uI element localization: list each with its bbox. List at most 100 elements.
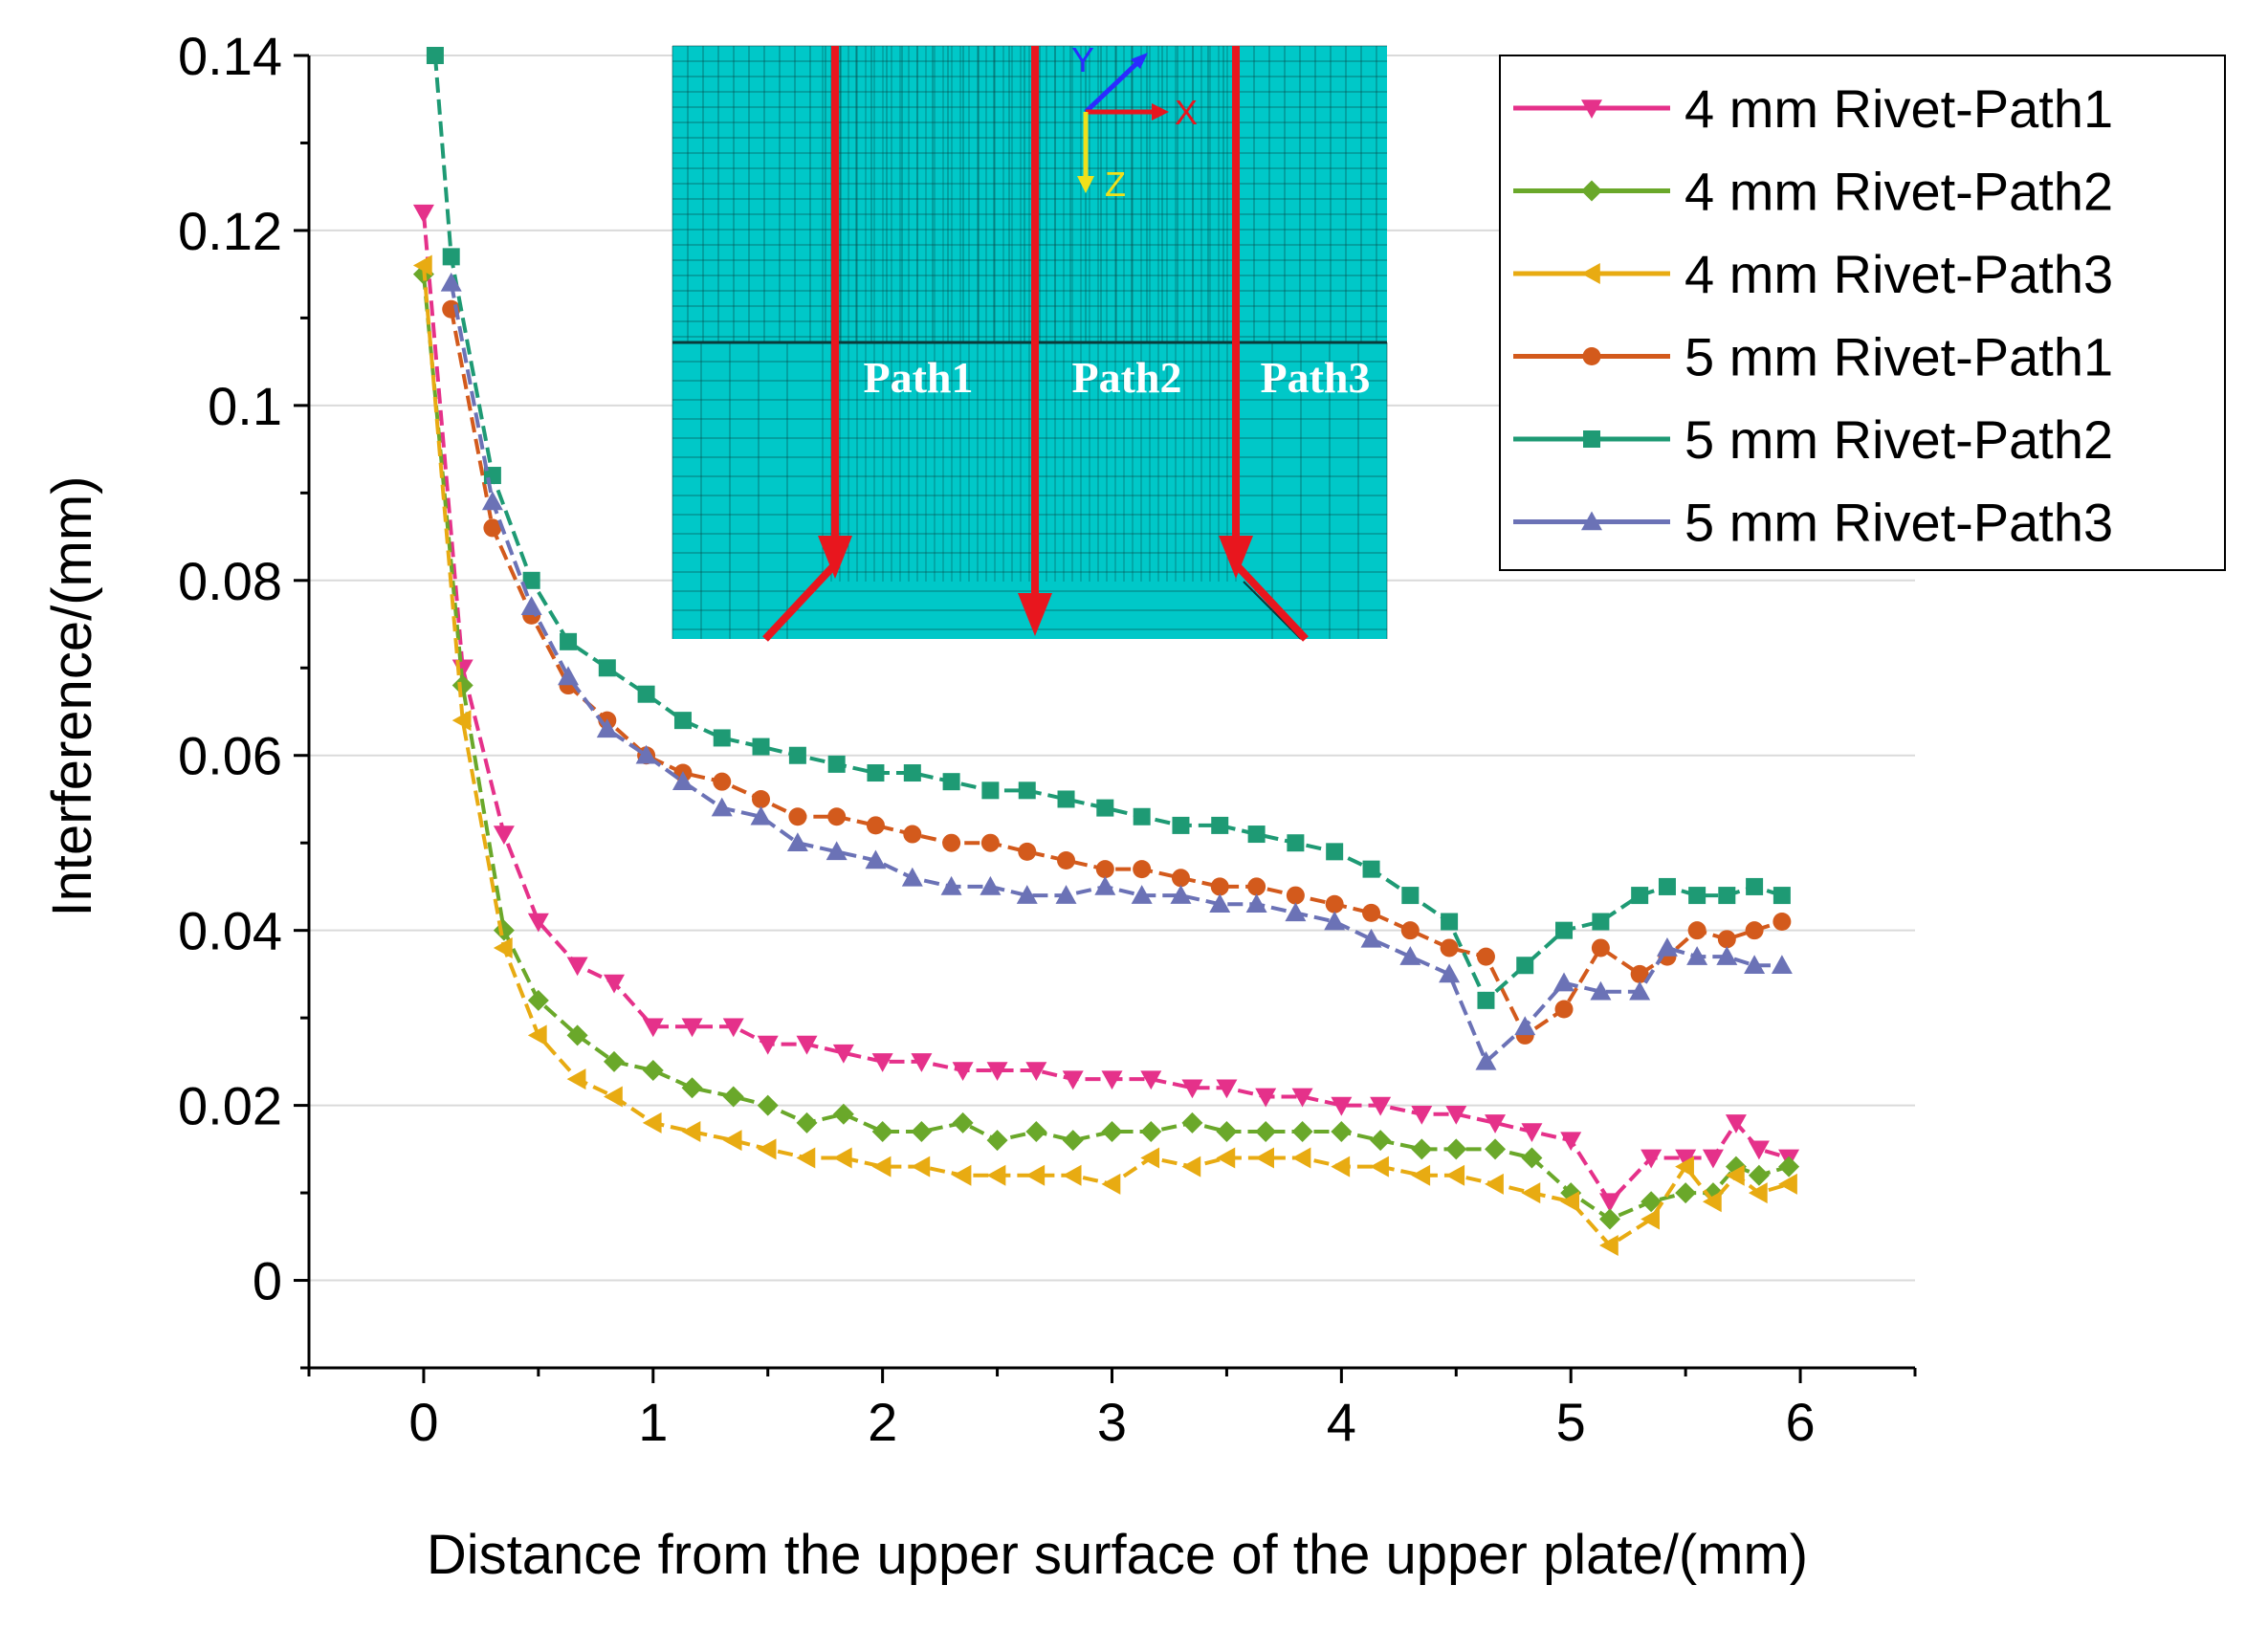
data-point <box>1725 1114 1747 1134</box>
data-point <box>1773 913 1792 932</box>
data-point <box>980 833 1000 852</box>
data-point <box>1475 1050 1497 1070</box>
data-point <box>1598 1208 1620 1230</box>
data-point <box>940 875 962 895</box>
data-point <box>1640 1208 1660 1230</box>
y-tick-label: 0.1 <box>208 376 282 436</box>
data-point <box>1411 1164 1431 1186</box>
x-tick-label: 3 <box>1097 1392 1127 1452</box>
data-point <box>1521 1147 1543 1169</box>
data-point <box>827 807 847 826</box>
data-point <box>1485 1173 1504 1195</box>
inset-chamfer-line <box>1243 581 1302 640</box>
data-point <box>1331 1096 1353 1116</box>
data-point <box>1291 1121 1313 1143</box>
legend: 4 mm Rivet-Path1 4 mm Rivet-Path2 4 mm Riv… <box>1499 55 2226 571</box>
data-point <box>566 1068 586 1090</box>
data-point <box>1773 887 1791 905</box>
legend-label: 4 mm Rivet-Path3 <box>1684 244 2113 304</box>
data-point <box>827 755 846 773</box>
legend-label: 4 mm Rivet-Path2 <box>1684 162 2113 222</box>
data-point <box>1516 957 1534 975</box>
data-point <box>1744 955 1766 975</box>
data-point <box>1554 1000 1574 1019</box>
data-point <box>1746 877 1764 895</box>
data-point <box>1675 1149 1697 1169</box>
data-point <box>952 1112 974 1134</box>
data-point <box>637 685 655 703</box>
data-point <box>1181 1079 1203 1099</box>
data-point <box>1553 972 1575 992</box>
data-point <box>1216 1079 1238 1099</box>
data-point <box>1362 903 1381 922</box>
data-point <box>1360 928 1382 948</box>
series-1 <box>412 204 1800 1213</box>
data-point <box>1629 980 1651 1001</box>
data-point <box>1675 1156 1694 1178</box>
data-point <box>1331 1121 1353 1143</box>
data-point <box>1140 1147 1160 1169</box>
data-point <box>522 571 540 589</box>
data-point <box>493 826 515 846</box>
data-point <box>558 666 580 686</box>
data-point <box>1140 1070 1162 1090</box>
data-point <box>681 1018 703 1038</box>
data-point <box>1592 913 1610 931</box>
legend-swatch-marker <box>1583 430 1600 448</box>
data-point <box>796 1147 816 1169</box>
inset-z-axis-label: Z <box>1105 165 1126 204</box>
y-tick-label: 0.12 <box>178 201 282 261</box>
series-2 <box>412 263 1800 1230</box>
data-point <box>1687 921 1707 940</box>
data-point <box>1370 1156 1389 1178</box>
data-point <box>1331 1156 1351 1178</box>
data-point <box>1291 1088 1313 1108</box>
data-point <box>832 1044 854 1064</box>
data-point <box>1255 1147 1275 1169</box>
legend-swatch-marker <box>1581 180 1602 202</box>
inset-z-axis-arrowhead <box>1077 176 1094 193</box>
inset-path3-arrowhead <box>1219 536 1253 579</box>
data-point <box>1025 1164 1046 1186</box>
data-point <box>1370 1130 1392 1152</box>
x-tick-label: 6 <box>1785 1392 1815 1452</box>
y-axis-title: Interference/(mm) <box>41 476 103 917</box>
series-5 <box>426 47 1791 1009</box>
y-tick-label: 0.14 <box>178 26 282 86</box>
y-tick-label: 0.04 <box>178 901 282 961</box>
data-point <box>1485 1114 1507 1134</box>
data-point <box>1286 886 1305 905</box>
legend-swatch-marker <box>1581 99 1602 119</box>
legend-entry: 4 mm Rivet-Path1 <box>1513 78 2113 139</box>
legend-label: 5 mm Rivet-Path1 <box>1684 327 2113 387</box>
data-point <box>1560 1132 1582 1152</box>
data-point <box>1181 1112 1203 1134</box>
data-point <box>1062 1070 1084 1090</box>
data-point <box>911 1156 931 1178</box>
data-point <box>1216 1121 1238 1143</box>
x-tick-label: 1 <box>638 1392 668 1452</box>
data-point <box>1748 1182 1768 1204</box>
data-point <box>1439 963 1461 983</box>
data-point <box>596 718 618 738</box>
data-point <box>832 1147 852 1169</box>
data-point <box>1476 947 1495 966</box>
legend-entry: 4 mm Rivet-Path2 <box>1513 162 2113 222</box>
data-point <box>673 712 692 730</box>
data-point <box>440 272 462 292</box>
data-point <box>1131 885 1153 904</box>
data-point <box>1598 1193 1620 1213</box>
data-point <box>635 744 657 764</box>
data-point <box>642 1018 664 1038</box>
data-point <box>713 729 731 747</box>
inset-path2-label: Path2 <box>1072 353 1182 402</box>
data-point <box>1718 887 1736 905</box>
data-point <box>442 248 460 266</box>
data-point <box>1399 946 1421 965</box>
data-point <box>866 816 885 835</box>
inset-coordinate-axes: Y X Z <box>1071 40 1198 204</box>
data-point <box>1771 955 1793 975</box>
data-point <box>796 1035 818 1055</box>
inset-path-arrows <box>762 46 1309 642</box>
data-point <box>1018 842 1037 861</box>
